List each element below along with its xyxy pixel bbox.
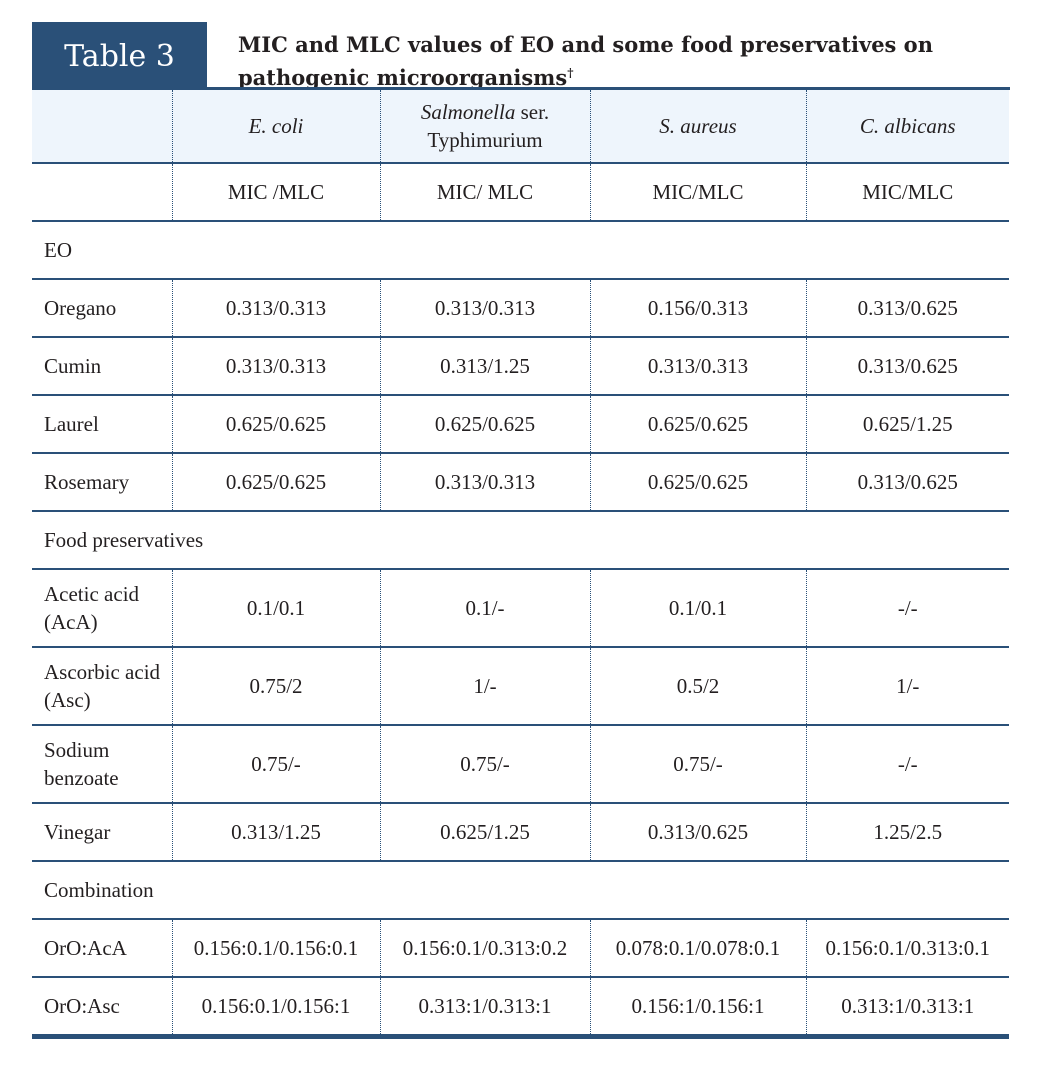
cell: 1.25/2.5	[805, 803, 1009, 862]
cell: 0.156:0.1/0.313:0.2	[379, 919, 590, 978]
caption-text: MIC and MLC values of EO and some food p…	[238, 32, 933, 90]
cell: 0.625/1.25	[379, 803, 590, 862]
row-label: Acetic acid (AcA)	[32, 569, 172, 648]
cell: 0.156:0.1/0.156:0.1	[171, 919, 380, 978]
units-empty	[32, 163, 172, 222]
cell: 0.75/-	[589, 725, 806, 804]
cell: 0.156/0.313	[589, 279, 806, 338]
row-label: Laurel	[32, 395, 172, 454]
cell: 0.1/0.1	[171, 569, 380, 648]
cell: 0.75/-	[379, 725, 590, 804]
cell: 1/-	[805, 647, 1009, 726]
cell: 0.75/-	[171, 725, 380, 804]
section-label: Food preservatives	[32, 511, 1009, 570]
caption-footnote-mark: †	[567, 66, 574, 80]
cell: 0.625/1.25	[805, 395, 1009, 454]
unit-cell: MIC/ MLC	[379, 163, 590, 222]
cell: 0.313:1/0.313:1	[805, 977, 1009, 1039]
cell: -/-	[805, 725, 1009, 804]
table-row: OrO:Asc 0.156:0.1/0.156:1 0.313:1/0.313:1 0…	[32, 977, 1009, 1039]
table-row: Laurel 0.625/0.625 0.625/0.625 0.625/0.625 0…	[32, 395, 1009, 454]
row-label: Cumin	[32, 337, 172, 396]
table-label: Table 3	[32, 22, 207, 90]
header-e-coli: E. coli	[171, 90, 380, 164]
cell: 1/-	[379, 647, 590, 726]
cell: 0.625/0.625	[379, 395, 590, 454]
salmonella-italic: Salmonella	[420, 100, 516, 124]
table-caption: MIC and MLC values of EO and some food p…	[238, 30, 998, 92]
row-label: OrO:AcA	[32, 919, 172, 978]
cell: 0.625/0.625	[171, 453, 380, 512]
table-row: Rosemary 0.625/0.625 0.313/0.313 0.625/0.62…	[32, 453, 1009, 512]
header-salmonella: Salmonella ser. Typhimurium	[379, 90, 590, 164]
section-label: Combination	[32, 861, 1009, 920]
cell: 0.313/0.313	[589, 337, 806, 396]
header-s-aureus: S. aureus	[589, 90, 806, 164]
unit-cell: MIC/MLC	[589, 163, 806, 222]
top-rule	[207, 87, 1010, 90]
table-row: Sodium benzoate 0.75/- 0.75/- 0.75/- -/-	[32, 725, 1009, 804]
row-label: Ascorbic acid (Asc)	[32, 647, 172, 726]
row-label: Vinegar	[32, 803, 172, 862]
header-c-albicans: C. albicans	[805, 90, 1009, 164]
cell: 0.625/0.625	[589, 395, 806, 454]
cell: 0.156:0.1/0.313:0.1	[805, 919, 1009, 978]
cell: 0.156:0.1/0.156:1	[171, 977, 380, 1039]
header-empty	[32, 90, 172, 164]
cell: 0.313/0.625	[805, 453, 1009, 512]
cell: 0.313/1.25	[379, 337, 590, 396]
cell: 0.313/0.625	[805, 337, 1009, 396]
cell: 0.1/-	[379, 569, 590, 648]
row-label: Rosemary	[32, 453, 172, 512]
cell: 0.5/2	[589, 647, 806, 726]
row-label: Sodium benzoate	[32, 725, 172, 804]
units-row: MIC /MLC MIC/ MLC MIC/MLC MIC/MLC	[32, 163, 1009, 222]
cell: 0.625/0.625	[171, 395, 380, 454]
table-row: OrO:AcA 0.156:0.1/0.156:0.1 0.156:0.1/0.31…	[32, 919, 1009, 978]
cell: 0.313/0.313	[171, 337, 380, 396]
cell: 0.313:1/0.313:1	[379, 977, 590, 1039]
cell: 0.1/0.1	[589, 569, 806, 648]
cell: 0.313/1.25	[171, 803, 380, 862]
table-row: Vinegar 0.313/1.25 0.625/1.25 0.313/0.625 1.…	[32, 803, 1009, 862]
section-row-combination: Combination	[32, 861, 1009, 920]
unit-cell: MIC/MLC	[805, 163, 1009, 222]
unit-cell: MIC /MLC	[171, 163, 380, 222]
table-row: Oregano 0.313/0.313 0.313/0.313 0.156/0.313…	[32, 279, 1009, 338]
cell: 0.313/0.625	[805, 279, 1009, 338]
section-row-eo: EO	[32, 221, 1009, 280]
cell: 0.078:0.1/0.078:0.1	[589, 919, 806, 978]
section-label: EO	[32, 221, 1009, 280]
cell: -/-	[805, 569, 1009, 648]
cell: 0.313/0.313	[171, 279, 380, 338]
section-row-food-preservatives: Food preservatives	[32, 511, 1009, 570]
table-row: Ascorbic acid (Asc) 0.75/2 1/- 0.5/2 1/-	[32, 647, 1009, 726]
row-label: Oregano	[32, 279, 172, 338]
header-row: E. coli Salmonella ser. Typhimurium S. au…	[32, 90, 1009, 164]
row-label: OrO:Asc	[32, 977, 172, 1039]
cell: 0.313/0.625	[589, 803, 806, 862]
data-table: E. coli Salmonella ser. Typhimurium S. au…	[32, 90, 1009, 1039]
cell: 0.75/2	[171, 647, 380, 726]
cell: 0.156:1/0.156:1	[589, 977, 806, 1039]
salmonella-line2: Typhimurium	[427, 128, 543, 152]
cell: 0.313/0.313	[379, 279, 590, 338]
cell: 0.313/0.313	[379, 453, 590, 512]
table-row: Cumin 0.313/0.313 0.313/1.25 0.313/0.313 0.3…	[32, 337, 1009, 396]
cell: 0.625/0.625	[589, 453, 806, 512]
salmonella-ser: ser.	[515, 100, 550, 124]
table-row: Acetic acid (AcA) 0.1/0.1 0.1/- 0.1/0.1 -/-	[32, 569, 1009, 648]
